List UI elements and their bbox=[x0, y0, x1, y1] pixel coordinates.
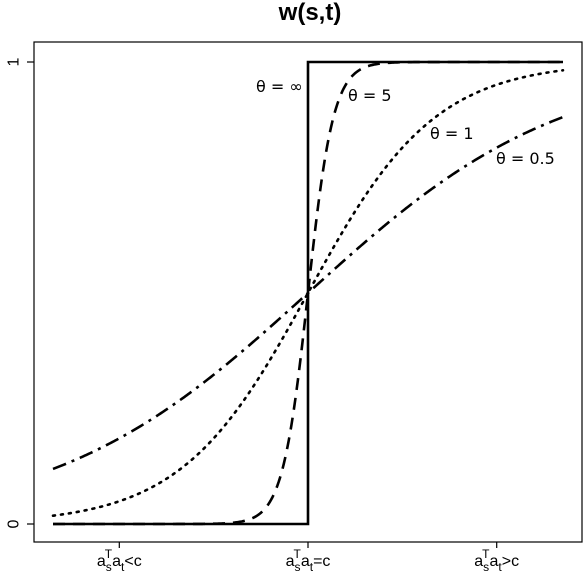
curves bbox=[51, 60, 565, 526]
series-line-dotted bbox=[51, 69, 565, 517]
x-tick-label: asTat>c bbox=[474, 547, 519, 574]
series-label: θ = 1 bbox=[430, 124, 474, 143]
series-line-dotdash bbox=[52, 115, 564, 471]
y-tick-label: 0 bbox=[6, 519, 23, 528]
series-label: θ = ∞ bbox=[256, 77, 303, 96]
chart-title: w(s,t) bbox=[278, 0, 342, 26]
curve-labels: θ = ∞ θ = 5 θ = 1 θ = 0.5 bbox=[256, 77, 555, 168]
series-line-dashed bbox=[53, 60, 563, 526]
axes: 0 1 asTat<c asTat=c asTat>c bbox=[6, 57, 520, 574]
series-label: θ = 5 bbox=[348, 86, 392, 105]
y-tick-label: 1 bbox=[6, 57, 23, 66]
x-tick-label: asTat=c bbox=[286, 547, 331, 574]
x-tick-label: asTat<c bbox=[97, 547, 142, 574]
series-label: θ = 0.5 bbox=[496, 149, 555, 168]
